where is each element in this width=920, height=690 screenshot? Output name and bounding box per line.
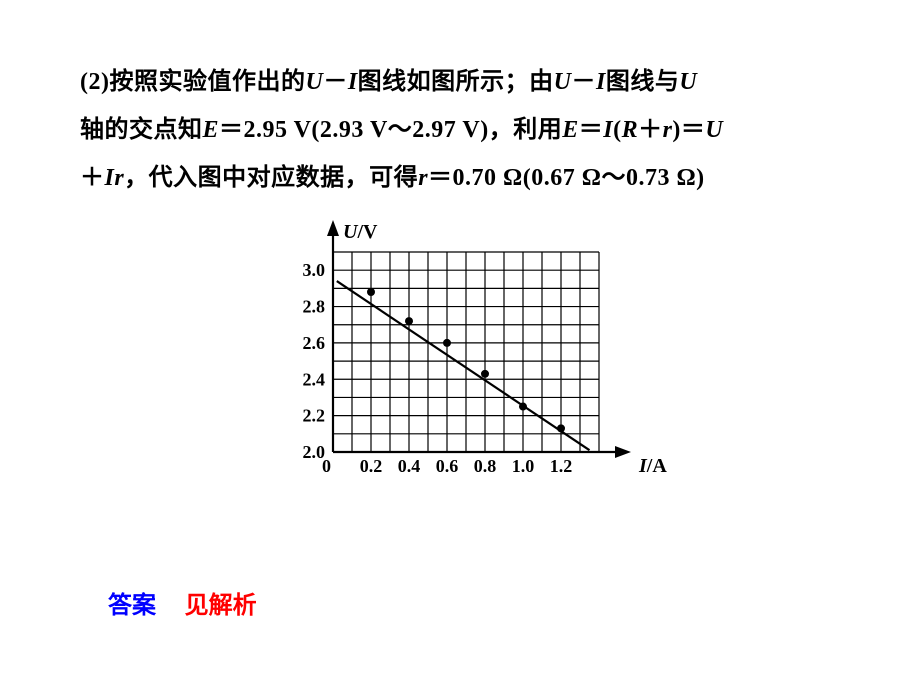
text: 图线与 — [606, 69, 680, 95]
svg-text:0.2: 0.2 — [360, 456, 383, 476]
var-r: r — [114, 165, 124, 191]
chart-container: 2.02.22.42.62.83.000.20.40.60.81.01.2U/V… — [80, 212, 870, 512]
value: 0.70 Ω(0.67 Ω～0.73 Ω) — [453, 165, 705, 191]
plus: ＋ — [638, 117, 663, 143]
svg-text:I/A: I/A — [638, 455, 667, 477]
var-u: U — [554, 69, 572, 95]
var-i: I — [603, 117, 613, 143]
text: ，代入图中对应数据，可得 — [124, 165, 418, 191]
var-u: U — [679, 69, 697, 95]
var-e: E — [562, 117, 579, 143]
svg-text:1.0: 1.0 — [512, 456, 535, 476]
svg-text:2.4: 2.4 — [303, 369, 326, 389]
page-root: (2)按照实验值作出的U－I图线如图所示；由U－I图线与U 轴的交点知E＝2.9… — [0, 0, 920, 690]
var-i: I — [105, 165, 115, 191]
svg-text:2.8: 2.8 — [303, 297, 326, 317]
svg-text:1.2: 1.2 — [550, 456, 573, 476]
var-r: r — [418, 165, 428, 191]
var-u: U — [305, 69, 323, 95]
svg-text:0.4: 0.4 — [398, 456, 421, 476]
answer-value: 见解析 — [185, 592, 257, 619]
answer-label: 答案 — [108, 592, 156, 619]
ui-chart: 2.02.22.42.62.83.000.20.40.60.81.01.2U/V… — [255, 212, 695, 512]
dash: － — [323, 69, 348, 95]
eq: ＝ — [579, 117, 604, 143]
dash: － — [572, 69, 597, 95]
var-i: I — [596, 69, 606, 95]
svg-text:2.2: 2.2 — [303, 406, 326, 426]
text: (2)按照实验值作出的 — [80, 69, 305, 95]
var-i: I — [348, 69, 358, 95]
eq: ＝ — [219, 117, 244, 143]
svg-text:2.6: 2.6 — [303, 333, 326, 353]
eq: ＝ — [681, 117, 706, 143]
var-u: U — [705, 117, 723, 143]
eq: ＝ — [428, 165, 453, 191]
answer-line: 答案 见解析 — [108, 585, 257, 620]
svg-text:0: 0 — [322, 456, 331, 476]
var-e: E — [203, 117, 220, 143]
svg-text:3.0: 3.0 — [303, 260, 326, 280]
text: 图线如图所示；由 — [358, 69, 554, 95]
svg-text:0.8: 0.8 — [474, 456, 497, 476]
svg-text:0.6: 0.6 — [436, 456, 459, 476]
explanation-paragraph: (2)按照实验值作出的U－I图线如图所示；由U－I图线与U 轴的交点知E＝2.9… — [80, 58, 870, 202]
text: ，利用 — [489, 117, 563, 143]
lp: ( — [613, 117, 622, 143]
var-r: R — [622, 117, 639, 143]
rp: ) — [672, 117, 681, 143]
plus: ＋ — [80, 165, 105, 191]
svg-text:U/V: U/V — [343, 221, 378, 243]
var-r: r — [663, 117, 673, 143]
text: 轴的交点知 — [80, 117, 203, 143]
value: 2.95 V(2.93 V～2.97 V) — [244, 117, 489, 143]
